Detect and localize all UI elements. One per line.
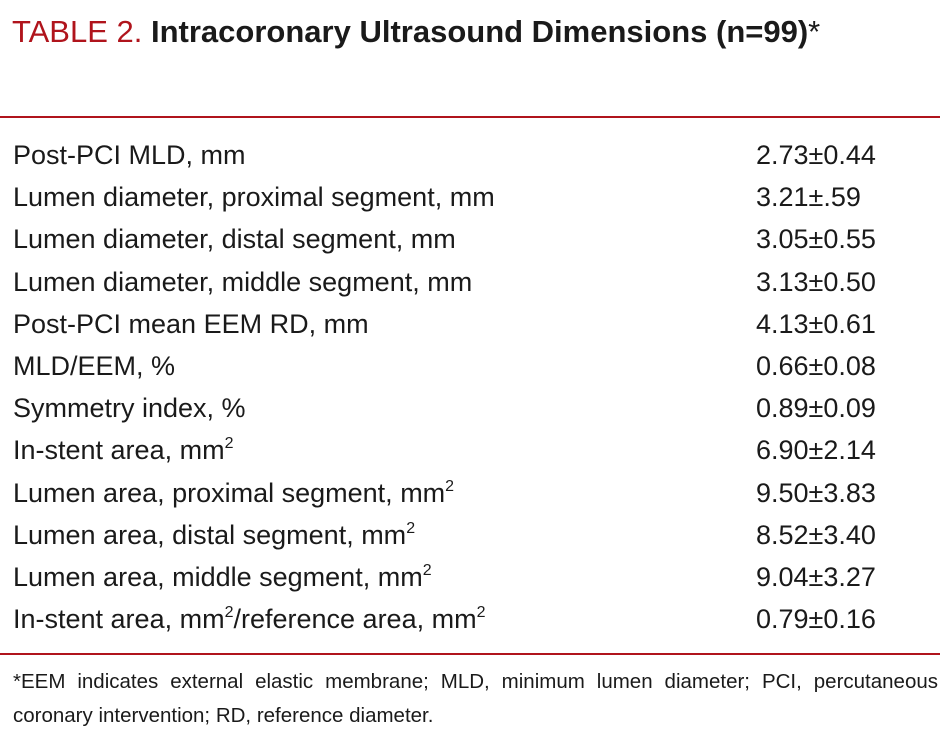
row-label: Post-PCI mean EEM RD, mm xyxy=(13,308,369,339)
row-label: Lumen diameter, middle segment, mm xyxy=(13,266,473,297)
table-row: Lumen diameter, distal segment, mm 3.05±0… xyxy=(0,218,940,260)
footnote-marker: * xyxy=(808,14,821,49)
row-value: 0.79±0.16 xyxy=(756,604,876,635)
top-divider xyxy=(0,116,940,118)
table-row: In-stent area, mm2 6.90±2.14 xyxy=(0,429,940,471)
table-title: TABLE 2. Intracoronary Ultrasound Dimens… xyxy=(12,8,932,55)
table-row: Lumen diameter, proximal segment, mm 3.21… xyxy=(0,176,940,218)
table-body: Post-PCI MLD, mm 2.73±0.44 Lumen diameter,… xyxy=(0,134,940,640)
table-row: Lumen diameter, middle segment, mm 3.13±0… xyxy=(0,261,940,303)
table-number-label: TABLE 2. xyxy=(12,14,143,49)
row-value: 0.66±0.08 xyxy=(756,350,876,381)
table-row: Symmetry index, % 0.89±0.09 xyxy=(0,387,940,429)
table-row: Lumen area, proximal segment, mm2 9.50±3.… xyxy=(0,472,940,514)
superscript: 2 xyxy=(422,561,432,579)
superscript: 2 xyxy=(406,519,416,537)
table-row: Lumen area, distal segment, mm2 8.52±3.40 xyxy=(0,514,940,556)
row-value: 9.04±3.27 xyxy=(756,561,876,592)
row-value: 3.05±0.55 xyxy=(756,224,876,255)
table-footnote: *EEM indicates external elastic membrane… xyxy=(13,670,938,727)
superscript: 2 xyxy=(224,604,234,622)
row-label: Lumen diameter, distal segment, mm xyxy=(13,224,456,255)
row-value: 8.52±3.40 xyxy=(756,519,876,550)
row-label: Lumen area, proximal segment, mm2 xyxy=(13,477,455,508)
row-label: Symmetry index, % xyxy=(13,393,246,424)
row-value: 4.13±0.61 xyxy=(756,308,876,339)
table-row: Lumen area, middle segment, mm2 9.04±3.27 xyxy=(0,556,940,598)
row-value: 3.21±.59 xyxy=(756,182,861,213)
row-label: MLD/EEM, % xyxy=(13,350,176,381)
row-label: In-stent area, mm2 xyxy=(13,435,234,466)
row-label: Post-PCI MLD, mm xyxy=(13,140,246,170)
row-label: Lumen area, distal segment, mm2 xyxy=(13,519,416,550)
row-value: 3.13±0.50 xyxy=(756,266,876,297)
row-label: In-stent area, mm2/reference area, mm2 xyxy=(13,604,486,635)
row-value: 0.89±0.09 xyxy=(756,393,876,424)
table-row: Post-PCI mean EEM RD, mm 4.13±0.61 xyxy=(0,303,940,345)
row-label: Lumen diameter, proximal segment, mm xyxy=(13,182,495,213)
row-value: 2.73±0.44 xyxy=(756,140,876,170)
row-value: 9.50±3.83 xyxy=(756,477,876,508)
table-title-text: Intracoronary Ultrasound Dimensions (n=9… xyxy=(151,14,809,49)
superscript: 2 xyxy=(445,477,455,495)
bottom-divider xyxy=(0,653,940,655)
table-row: MLD/EEM, % 0.66±0.08 xyxy=(0,345,940,387)
table-row: In-stent area, mm2/reference area, mm2 0.… xyxy=(0,598,940,640)
superscript: 2 xyxy=(476,604,486,622)
row-value: 6.90±2.14 xyxy=(756,435,876,466)
row-label: Lumen area, middle segment, mm2 xyxy=(13,561,432,592)
superscript: 2 xyxy=(224,435,234,453)
table-row: Post-PCI MLD, mm 2.73±0.44 xyxy=(0,134,940,176)
